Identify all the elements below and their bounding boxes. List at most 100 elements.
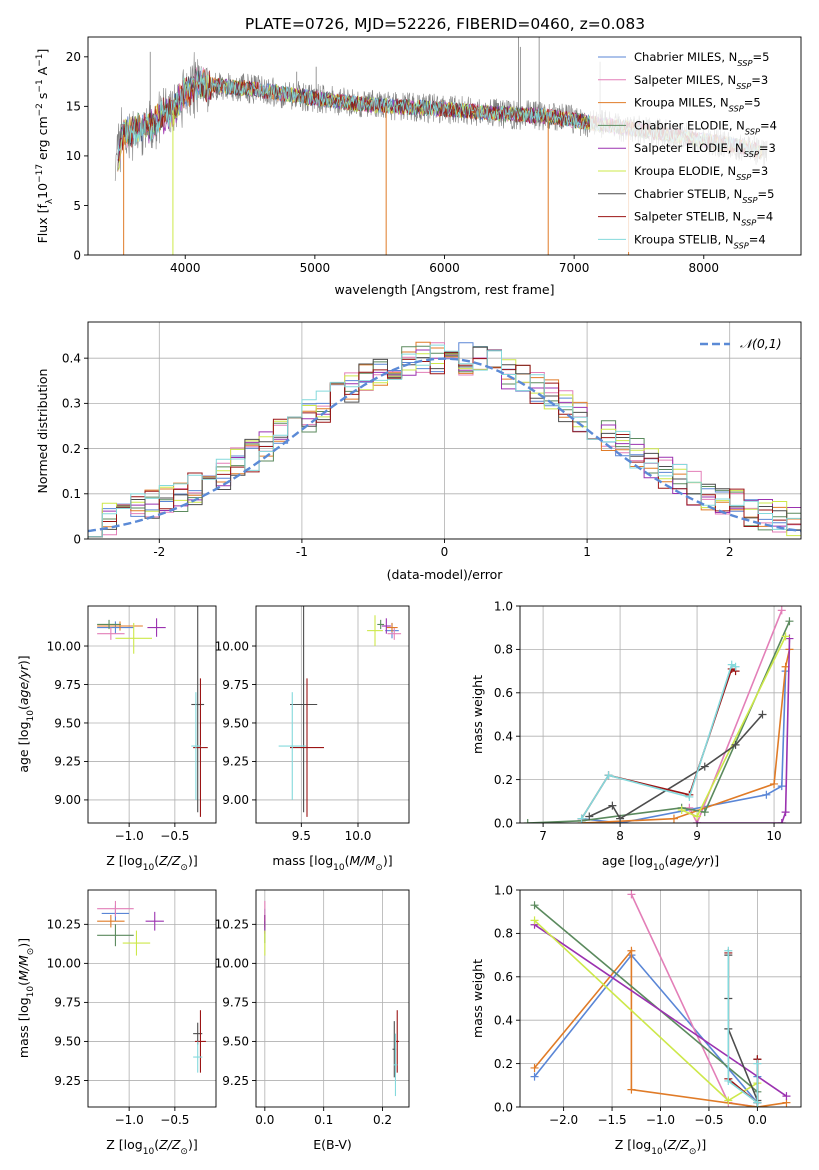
y-axis-label-part: 10 (35, 183, 50, 199)
plot-area-age_vs_mass (256, 606, 409, 823)
x-axis-label: wavelength [Angstrom, rest frame] (334, 282, 554, 297)
x-axis-label-part: 10 (333, 863, 345, 873)
x-tick-label: −1.0 (115, 829, 144, 843)
legend-label-salpeter_elodie-part: Salpeter ELODIE, N (634, 141, 744, 155)
x-tick-label: 4000 (170, 261, 201, 275)
legend-label-kroupa_elodie-part: SSP (736, 172, 751, 182)
y-axis-label-part: erg cm (35, 116, 50, 164)
weight-marker-kroupa_stelib (753, 1059, 762, 1068)
x-tick-label: 0.0 (748, 1113, 767, 1127)
weight-marker-kroupa_elodie (530, 916, 539, 925)
weight-marker-chabrier_miles (762, 790, 771, 799)
legend-label-chabrier_elodie: Chabrier ELODIE, NSSP=4 (634, 118, 777, 136)
y-tick-label: 0 (73, 532, 81, 546)
x-axis-label-part: Z [log (106, 853, 142, 868)
x-axis-label-part: ( (154, 1137, 159, 1152)
legend-label-salpeter_miles: Salpeter MILES, NSSP=3 (634, 73, 768, 91)
weight-marker-chabrier_stelib (731, 740, 740, 749)
x-tick-label: 0 (441, 545, 449, 559)
x-tick-label: 9.5 (292, 829, 311, 843)
legend-label-kroupa_miles-part: SSP (729, 104, 744, 114)
y-tick-label: 10.00 (47, 639, 81, 653)
y-axis-label-part: )] (16, 938, 31, 948)
legend-label-kroupa_miles-part: =5 (744, 96, 761, 110)
weight-marker-salpeter_elodie (781, 808, 790, 817)
legend-label-chabrier_stelib-part: Chabrier STELIB, N (634, 187, 742, 201)
x-axis-label-part: mass [log (272, 853, 333, 868)
x-tick-label: -1 (296, 545, 308, 559)
y-tick-label: 10.25 (215, 918, 249, 932)
x-axis-label-part: )] (188, 1137, 198, 1152)
y-tick-label: 15 (66, 100, 81, 114)
axes-frame (87, 605, 217, 824)
x-tick-label: −1.0 (646, 1113, 675, 1127)
y-axis-label: age [log10(age/yr)] (16, 655, 36, 772)
legend-label-salpeter_stelib-part: Salpeter STELIB, N (634, 210, 741, 224)
x-tick-label: −0.5 (160, 1113, 189, 1127)
normal-curve (88, 357, 801, 533)
y-axis-label-part: A (35, 66, 50, 79)
x-tick-label: −2.0 (549, 1113, 578, 1127)
legend-label-chabrier_elodie-part: SSP (745, 126, 760, 136)
x-tick-label: −1.5 (597, 1113, 626, 1127)
x-tick-label: 10.0 (345, 829, 372, 843)
x-axis-label-part: ( (663, 1137, 668, 1152)
x-tick-label: 6000 (429, 261, 460, 275)
x-tick-label: 9 (693, 829, 701, 843)
y-axis-label: Flux [fλ10−17 erg cm−2 s−1 A−1] (35, 49, 55, 244)
x-axis-label-part: age/yr (669, 853, 710, 868)
plot-area-weight_vs_Z (520, 890, 801, 1107)
legend-label-chabrier_stelib: Chabrier STELIB, NSSP=5 (634, 187, 774, 205)
y-tick-label: 9.75 (222, 678, 249, 692)
y-tick-label: 9.50 (54, 716, 81, 730)
weight-marker-salpeter_miles (777, 606, 786, 615)
x-tick-label: −1.0 (115, 1113, 144, 1127)
weight-marker-kroupa_elodie (693, 812, 702, 821)
y-axis-label-part: 10 (26, 710, 36, 722)
y-tick-label: 10.00 (47, 957, 81, 971)
legend-label-chabrier_elodie-part: Chabrier ELODIE, N (634, 118, 745, 132)
weight-line-chabrier_stelib (588, 713, 764, 820)
x-axis-label: Z [log10(Z/Z⊙)] (615, 1137, 706, 1157)
weight-marker-chabrier_miles (777, 782, 786, 791)
y-axis-label: Normed distribution (35, 369, 50, 494)
y-tick-label: 0.6 (494, 686, 513, 700)
x-axis-label-part: ⊙ (180, 1147, 188, 1157)
axes-frame (519, 605, 802, 824)
legend-label-chabrier_stelib-part: SSP (742, 195, 757, 205)
legend-label-kroupa_stelib: Kroupa STELIB, NSSP=4 (634, 232, 766, 250)
legend-label-salpeter_elodie: Salpeter ELODIE, NSSP=3 (634, 141, 776, 159)
x-tick-label: 7000 (559, 261, 590, 275)
weight-marker-chabrier_elodie (530, 901, 539, 910)
x-tick-label: −0.5 (160, 829, 189, 843)
weight-marker-kroupa_stelib (724, 946, 733, 955)
y-tick-label: 9.25 (54, 1074, 81, 1088)
weight-marker-kroupa_stelib (724, 1076, 733, 1085)
y-tick-label: 0.4 (62, 351, 81, 365)
x-axis-label-part: Z/Z (158, 1137, 181, 1152)
y-axis-label-part: λ (45, 198, 55, 204)
chart-mass_vs_ebv: 0.0 0.1 0.2 9.25 9.50 9.75 10.00 10.25 E(B-V) (215, 889, 410, 1152)
y-tick-label: 9.25 (222, 1074, 249, 1088)
y-tick-label: 9.50 (54, 1035, 81, 1049)
weight-marker-kroupa_miles (627, 946, 636, 955)
x-tick-label: 8 (616, 829, 624, 843)
y-tick-label: 0.8 (494, 927, 513, 941)
legend-label-chabrier_miles: Chabrier MILES, NSSP=5 (634, 50, 769, 68)
weight-marker-kroupa_elodie (781, 632, 790, 641)
y-tick-label: 5 (73, 199, 81, 213)
x-axis-label-part: )] (188, 853, 198, 868)
legend-label-normal: 𝒩(0,1) (740, 336, 782, 351)
legend-label-salpeter_stelib-part: =4 (756, 210, 773, 224)
x-axis-label-part: )] (709, 853, 719, 868)
weight-marker-chabrier_stelib (585, 812, 594, 821)
x-axis-label-part: Z/Z (158, 853, 181, 868)
weight-marker-chabrier_miles (530, 1072, 539, 1081)
legend-label-salpeter_miles-part: Salpeter MILES, N (634, 73, 736, 87)
weight-marker-chabrier_stelib (616, 814, 625, 823)
legend-label-kroupa_elodie-part: =3 (751, 164, 768, 178)
